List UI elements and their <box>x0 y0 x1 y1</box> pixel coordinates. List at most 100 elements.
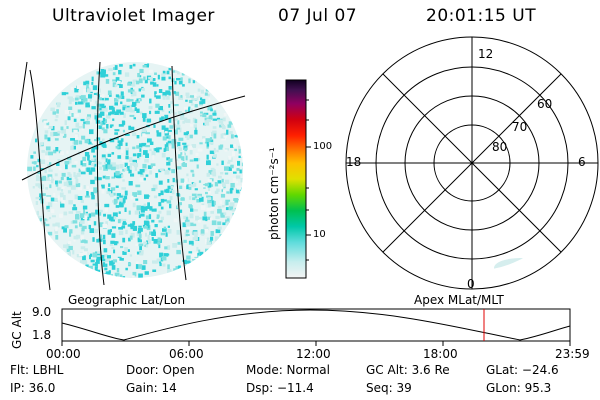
aurora-speckle <box>105 176 110 180</box>
aurora-speckle <box>125 229 128 235</box>
aurora-speckle <box>79 222 82 227</box>
aurora-speckle <box>35 138 38 143</box>
aurora-speckle <box>111 226 117 229</box>
aurora-speckle <box>141 127 147 133</box>
aurora-speckle <box>69 231 72 237</box>
aurora-speckle <box>90 191 95 196</box>
aurora-speckle <box>93 190 97 194</box>
aurora-speckle <box>225 179 230 184</box>
aurora-speckle <box>168 111 171 114</box>
aurora-speckle <box>120 246 124 249</box>
aurora-speckle <box>88 117 93 123</box>
aurora-speckle <box>80 171 86 175</box>
aurora-speckle <box>103 248 108 253</box>
aurora-speckle <box>95 203 100 207</box>
aurora-speckle <box>185 217 189 222</box>
aurora-speckle <box>84 152 90 157</box>
aurora-speckle <box>59 192 64 198</box>
aurora-speckle <box>94 176 99 181</box>
aurora-speckle <box>183 239 187 243</box>
aurora-speckle <box>186 224 190 229</box>
aurora-speckle <box>156 132 162 137</box>
aurora-speckle <box>120 138 124 142</box>
aurora-speckle <box>61 92 66 96</box>
aurora-speckle <box>64 110 70 115</box>
aurora-speckle <box>71 113 74 117</box>
aurora-speckle <box>107 188 111 192</box>
aurora-speckle <box>132 91 137 97</box>
aurora-speckle <box>88 170 93 175</box>
aurora-speckle <box>96 103 102 108</box>
aurora-speckle <box>63 227 67 233</box>
aurora-speckle <box>188 251 193 254</box>
aurora-speckle <box>54 173 58 177</box>
aurora-speckle <box>229 188 233 194</box>
aurora-speckle <box>188 240 194 245</box>
aurora-speckle <box>55 226 58 232</box>
aurora-speckle <box>171 78 175 83</box>
aurora-speckle <box>137 153 142 157</box>
aurora-speckle <box>68 99 72 105</box>
aurora-speckle <box>164 147 167 152</box>
aurora-speckle <box>93 228 99 234</box>
aurora-speckle <box>107 214 112 219</box>
aurora-speckle <box>68 159 72 164</box>
aurora-speckle <box>111 233 116 238</box>
aurora-speckle <box>43 125 49 129</box>
aurora-speckle <box>114 102 118 106</box>
aurora-speckle <box>191 260 194 264</box>
mlat-ring-60: 60 <box>537 97 553 111</box>
aurora-speckle <box>63 92 69 95</box>
aurora-speckle <box>88 188 94 192</box>
aurora-speckle <box>180 77 183 81</box>
aurora-speckle <box>45 223 50 227</box>
aurora-speckle <box>97 267 101 272</box>
aurora-speckle <box>75 101 78 105</box>
aurora-speckle <box>80 160 83 166</box>
aurora-speckle <box>117 80 121 84</box>
aurora-speckle <box>132 82 136 87</box>
aurora-speckle <box>174 129 178 135</box>
aurora-speckle <box>97 186 102 191</box>
aurora-speckle <box>96 238 100 243</box>
aurora-speckle <box>77 109 81 113</box>
aurora-speckle <box>135 264 139 269</box>
aurora-speckle <box>61 226 67 230</box>
aurora-speckle <box>166 70 171 75</box>
aurora-speckle <box>239 169 242 174</box>
aurora-speckle <box>118 70 122 75</box>
aurora-speckle <box>102 223 107 229</box>
aurora-speckle <box>76 172 81 177</box>
aurora-speckle <box>189 159 194 162</box>
aurora-speckle <box>88 160 92 166</box>
aurora-speckle <box>47 174 53 179</box>
aurora-speckle <box>78 140 83 145</box>
aurora-speckle <box>139 250 144 255</box>
aurora-speckle <box>117 95 122 99</box>
aurora-speckle <box>185 221 191 227</box>
aurora-speckle <box>93 92 98 95</box>
aurora-speckle <box>86 83 89 88</box>
aurora-speckle <box>171 135 175 138</box>
aurora-speckle <box>138 225 142 228</box>
aurora-speckle <box>184 117 188 123</box>
aurora-speckle <box>135 184 141 188</box>
aurora-speckle <box>135 261 139 264</box>
aurora-speckle <box>168 158 173 162</box>
aurora-speckle <box>238 199 243 202</box>
aurora-speckle <box>93 158 97 163</box>
aurora-speckle <box>200 205 206 210</box>
aurora-speckle <box>168 76 171 80</box>
aurora-speckle <box>220 172 224 175</box>
aurora-speckles <box>27 63 243 278</box>
aurora-speckle <box>221 178 224 184</box>
aurora-speckle <box>36 210 39 216</box>
colorbar-scale <box>285 79 307 279</box>
aurora-speckle <box>173 218 178 223</box>
aurora-speckle <box>91 82 94 85</box>
aurora-speckle <box>174 80 177 85</box>
aurora-speckle <box>122 89 126 93</box>
aurora-speckle <box>193 231 199 236</box>
aurora-speckle <box>166 200 172 204</box>
aurora-speckle <box>129 254 133 257</box>
